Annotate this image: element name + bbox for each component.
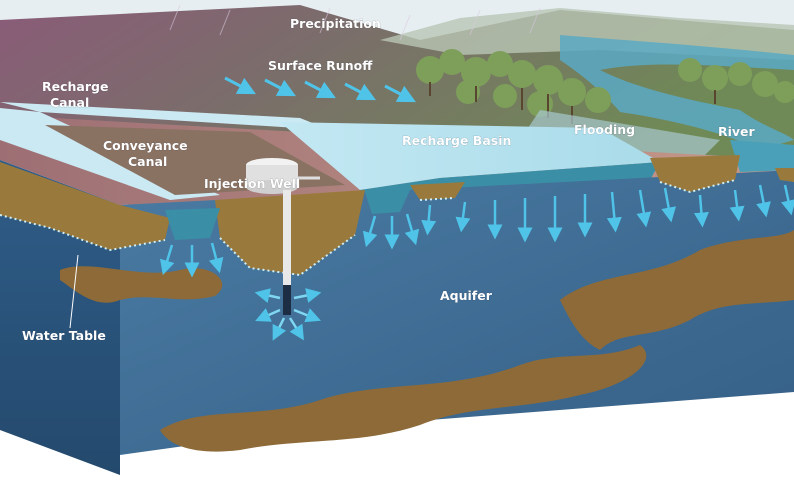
clay-lens-lower xyxy=(160,345,647,452)
runoff-arrows xyxy=(224,76,416,103)
flooding-area xyxy=(520,110,720,160)
label-flooding: Flooding xyxy=(574,122,635,137)
label-recharge-canal-line1: Recharge xyxy=(42,79,108,94)
clay-lens-upper xyxy=(60,266,223,303)
river-water-edge xyxy=(730,140,794,172)
injection-arrows xyxy=(254,288,322,341)
soil-river xyxy=(775,168,794,182)
precipitation-streaks xyxy=(169,4,541,41)
label-aquifer: Aquifer xyxy=(440,288,493,303)
label-conveyance-canal-line1: Conveyance xyxy=(103,138,188,153)
label-surface-runoff: Surface Runoff xyxy=(268,58,373,73)
water-table-leader xyxy=(69,254,79,329)
label-precipitation: Precipitation xyxy=(290,16,381,31)
label-recharge-basin: Recharge Basin xyxy=(402,133,511,148)
recharge-canal-top xyxy=(0,102,330,130)
recharge-basin-water xyxy=(280,122,660,190)
soil-left xyxy=(0,162,170,250)
tree-line xyxy=(416,49,794,117)
label-recharge-canal-line2: Canal xyxy=(50,95,89,110)
label-injection-well: Injection Well xyxy=(204,176,300,191)
soil-flooding xyxy=(650,155,740,192)
injection-well xyxy=(246,158,320,315)
basin-channel xyxy=(365,190,410,214)
soil-basin xyxy=(410,182,465,200)
label-water-table: Water Table xyxy=(22,328,106,343)
canal-channel xyxy=(165,208,220,240)
infiltration-arrows xyxy=(160,184,794,278)
clay-lens-right xyxy=(560,230,794,350)
label-conveyance-canal-line2: Canal xyxy=(128,154,167,169)
label-river: River xyxy=(718,124,756,139)
